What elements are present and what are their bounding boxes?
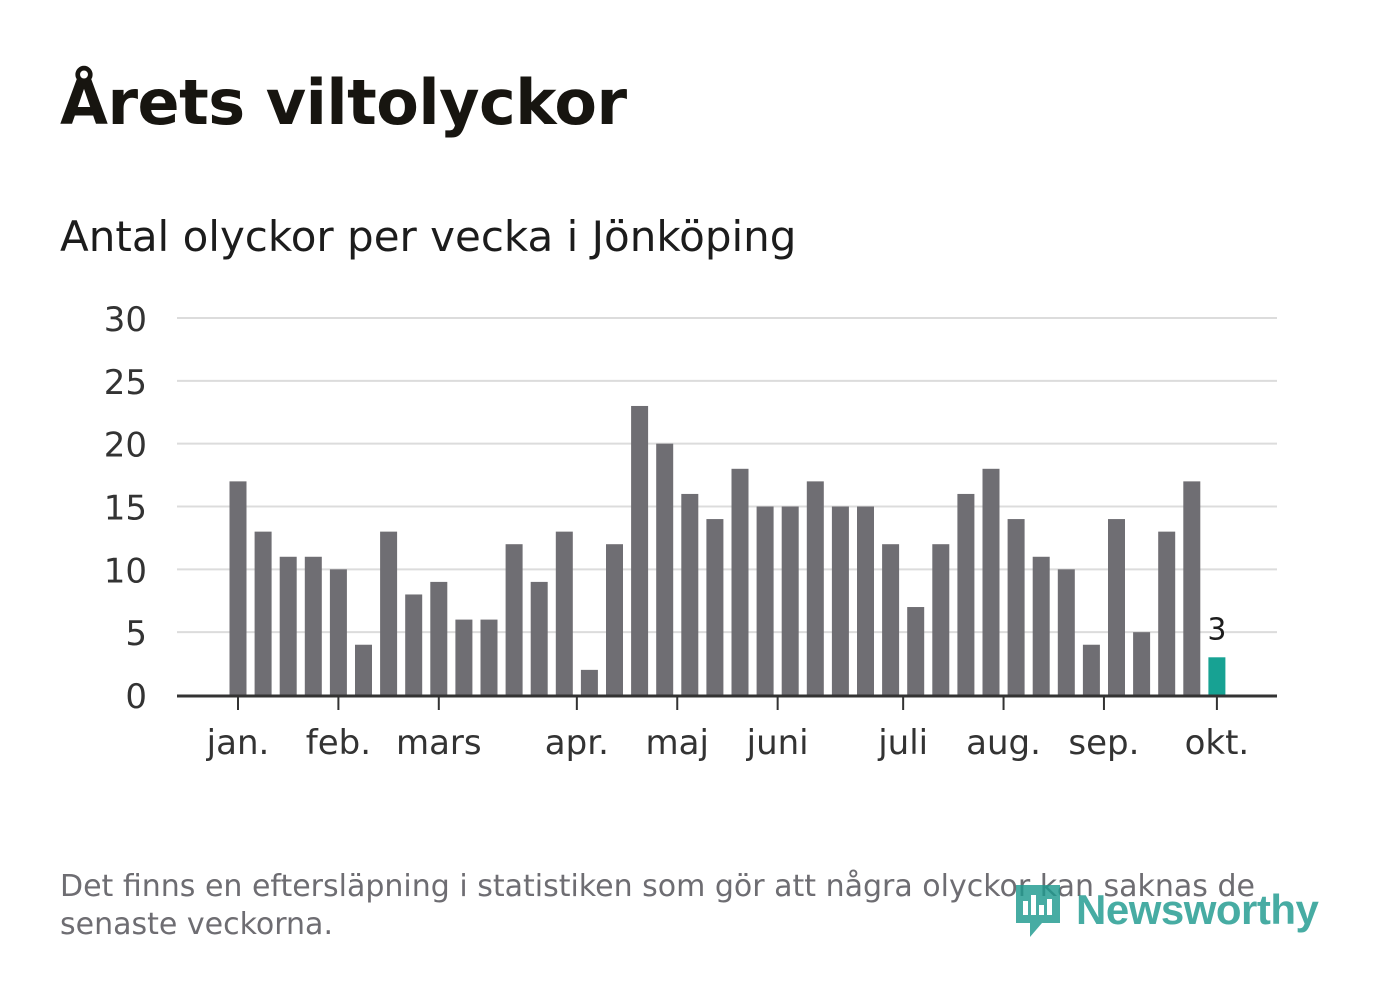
bar xyxy=(1032,556,1050,695)
bar xyxy=(957,493,975,695)
x-tick-label: juli xyxy=(877,723,928,763)
y-tick-label: 25 xyxy=(104,363,147,403)
y-tick-label: 30 xyxy=(104,300,147,340)
bar xyxy=(731,468,749,695)
bar xyxy=(1183,481,1201,695)
bar xyxy=(706,519,724,695)
x-tick-label: aug. xyxy=(966,723,1041,763)
bar xyxy=(279,556,297,695)
x-tick-label: apr. xyxy=(545,723,609,763)
bar xyxy=(355,644,372,695)
bar xyxy=(756,506,774,695)
y-tick-label: 10 xyxy=(104,551,147,591)
y-tick-label: 5 xyxy=(125,614,147,654)
bar-highlight xyxy=(1208,657,1226,695)
data-label: 3 xyxy=(1207,612,1226,647)
bar xyxy=(982,468,1000,695)
bar xyxy=(606,544,623,695)
bar xyxy=(304,556,322,695)
bar xyxy=(530,581,548,695)
x-tick-label: jan. xyxy=(206,723,270,763)
bar xyxy=(254,531,272,695)
bar xyxy=(480,619,498,695)
y-tick-label: 0 xyxy=(125,677,147,717)
x-tick-label: juni xyxy=(746,723,809,763)
bar xyxy=(455,619,473,695)
bar xyxy=(857,506,874,695)
bar xyxy=(681,493,699,695)
bar xyxy=(1082,644,1100,695)
bar xyxy=(405,594,423,695)
chart-subtitle: Antal olyckor per vecka i Jönköping xyxy=(60,212,797,261)
bar xyxy=(806,481,824,695)
x-tick-label: okt. xyxy=(1185,723,1250,763)
bar xyxy=(907,607,925,695)
chart-title: Årets viltolyckor xyxy=(60,66,627,139)
x-tick-label: feb. xyxy=(306,723,371,763)
y-tick-label: 20 xyxy=(104,426,147,466)
bar xyxy=(831,506,849,695)
newsworthy-logo-icon xyxy=(1016,885,1060,937)
x-tick-label: sep. xyxy=(1068,723,1139,763)
bar xyxy=(505,544,523,695)
bar xyxy=(430,581,448,695)
y-tick-label: 15 xyxy=(104,489,147,529)
bar xyxy=(329,569,347,695)
bar xyxy=(1057,569,1075,695)
x-tick-label: mars xyxy=(396,723,482,763)
bar xyxy=(656,443,674,695)
bar xyxy=(1133,632,1151,695)
bar xyxy=(1007,519,1025,695)
bar xyxy=(380,531,398,695)
bar xyxy=(932,544,950,695)
bar xyxy=(555,531,573,695)
bar xyxy=(1108,519,1125,695)
bar xyxy=(229,481,247,695)
bar xyxy=(631,405,649,695)
newsworthy-logo: Newsworthy xyxy=(1012,878,1319,942)
brand-name: Newsworthy xyxy=(1076,886,1319,933)
x-tick-label: maj xyxy=(646,723,709,763)
bar xyxy=(781,506,799,695)
bar xyxy=(580,669,598,695)
bar xyxy=(882,544,900,695)
bar xyxy=(1158,531,1176,695)
